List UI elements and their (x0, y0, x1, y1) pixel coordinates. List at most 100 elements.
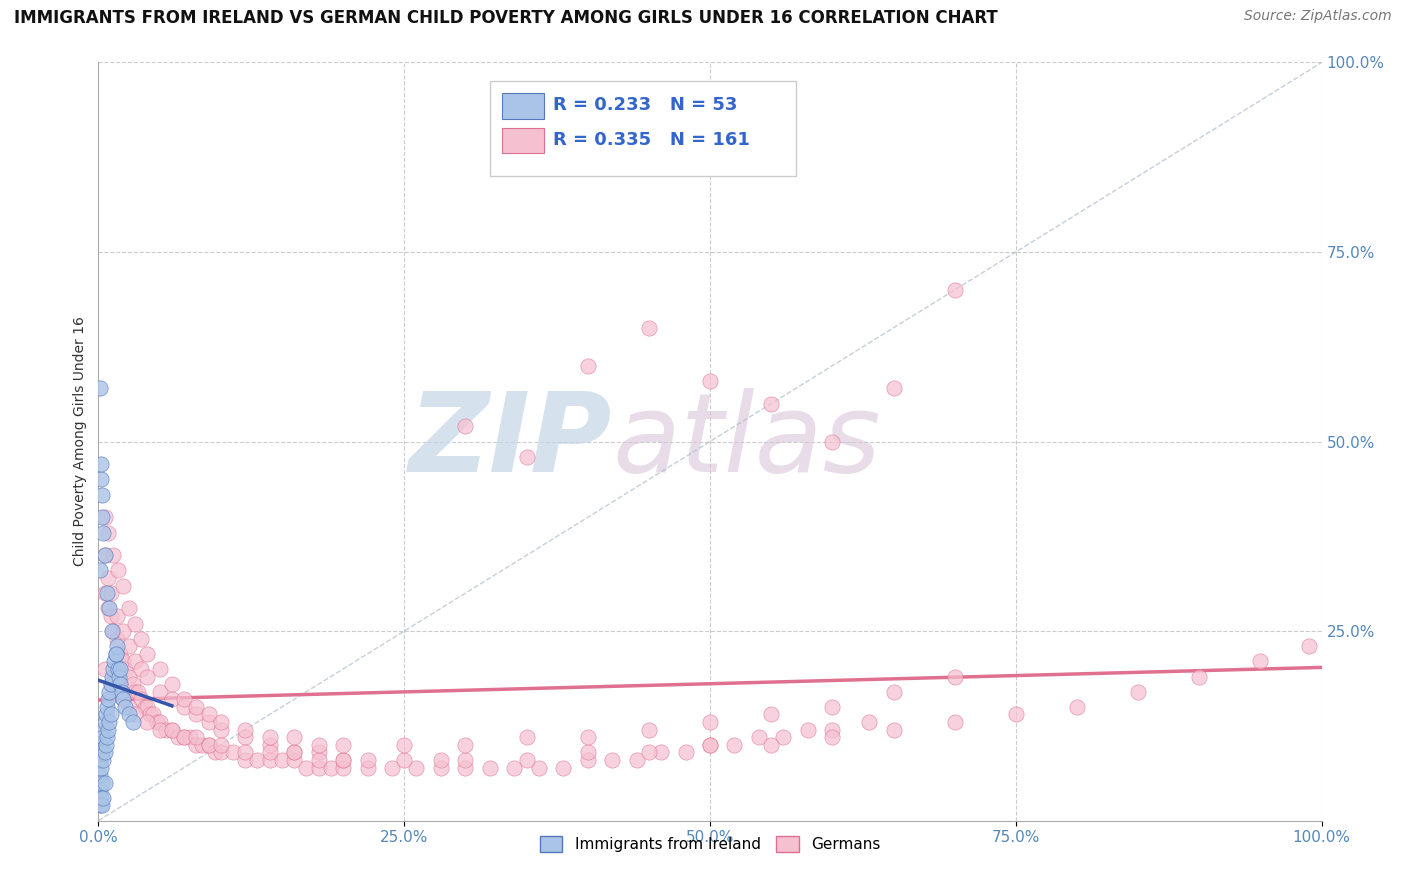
Point (101, 548, 124, 563)
Text: IMMIGRANTS FROM IRELAND VS GERMAN CHILD POVERTY AMONG GIRLS UNDER 16 CORRELATION: IMMIGRANTS FROM IRELAND VS GERMAN CHILD … (14, 9, 998, 27)
Point (114, 699, 136, 714)
Point (101, 624, 124, 639)
Point (430, 760, 453, 774)
Point (454, 738, 477, 752)
Point (186, 730, 208, 744)
Point (101, 669, 124, 683)
Point (772, 730, 794, 744)
Point (105, 632, 128, 646)
Point (90, 738, 112, 752)
Point (197, 715, 219, 730)
FancyBboxPatch shape (502, 128, 544, 153)
Point (527, 760, 550, 774)
Point (100, 677, 122, 691)
Point (821, 434, 844, 449)
Point (576, 730, 599, 744)
Point (637, 320, 661, 334)
Point (101, 624, 124, 639)
Point (121, 715, 143, 730)
Point (515, 753, 537, 767)
Point (124, 707, 146, 722)
Point (136, 699, 159, 714)
Point (454, 753, 477, 767)
FancyBboxPatch shape (489, 81, 796, 177)
Point (1128, 685, 1150, 699)
Point (943, 715, 966, 730)
Point (155, 723, 177, 737)
Point (136, 715, 159, 730)
Point (91, 510, 114, 524)
Point (111, 655, 134, 669)
Point (637, 723, 661, 737)
Point (883, 382, 905, 396)
Point (124, 685, 146, 699)
Point (222, 746, 245, 760)
Point (160, 692, 183, 706)
Point (858, 715, 880, 730)
Point (100, 586, 122, 600)
Point (91, 746, 114, 760)
Text: R = 0.335   N = 161: R = 0.335 N = 161 (554, 131, 751, 149)
Point (93, 548, 115, 563)
Point (94, 707, 117, 722)
Point (650, 746, 672, 760)
Point (515, 730, 537, 744)
Point (308, 746, 330, 760)
Point (127, 685, 149, 699)
Point (319, 760, 342, 774)
Point (179, 730, 201, 744)
Point (91, 723, 114, 737)
Point (173, 699, 195, 714)
Point (89, 798, 111, 813)
Point (90, 473, 112, 487)
Point (197, 738, 219, 752)
Point (295, 760, 318, 774)
Point (392, 753, 416, 767)
Point (134, 699, 156, 714)
Point (392, 738, 416, 752)
Point (173, 730, 195, 744)
Point (111, 579, 134, 593)
Point (93, 586, 115, 600)
Point (110, 662, 132, 676)
Point (186, 699, 208, 714)
Point (114, 662, 136, 676)
Point (356, 760, 378, 774)
Text: atlas: atlas (612, 388, 880, 495)
Point (100, 677, 122, 691)
Point (600, 753, 623, 767)
Point (943, 669, 966, 683)
Point (283, 753, 305, 767)
Point (139, 707, 162, 722)
Point (209, 715, 232, 730)
Point (111, 692, 134, 706)
Point (91, 753, 114, 767)
Point (97, 723, 120, 737)
Point (90, 458, 112, 472)
Point (883, 685, 905, 699)
Point (149, 685, 172, 699)
Point (943, 283, 966, 297)
Point (186, 738, 208, 752)
Point (118, 699, 141, 714)
Point (121, 677, 143, 691)
Point (699, 374, 721, 388)
Point (167, 730, 190, 744)
Point (283, 730, 305, 744)
Point (103, 655, 125, 669)
Point (129, 662, 152, 676)
Point (503, 760, 526, 774)
Point (111, 624, 134, 639)
Point (821, 699, 844, 714)
Point (186, 707, 208, 722)
Point (209, 723, 232, 737)
Point (97, 601, 120, 615)
Point (118, 601, 141, 615)
Point (1188, 669, 1211, 683)
Point (91, 798, 114, 813)
Point (91, 791, 114, 805)
Point (96, 730, 118, 744)
Point (93, 662, 115, 676)
Point (883, 723, 905, 737)
Point (381, 760, 404, 774)
